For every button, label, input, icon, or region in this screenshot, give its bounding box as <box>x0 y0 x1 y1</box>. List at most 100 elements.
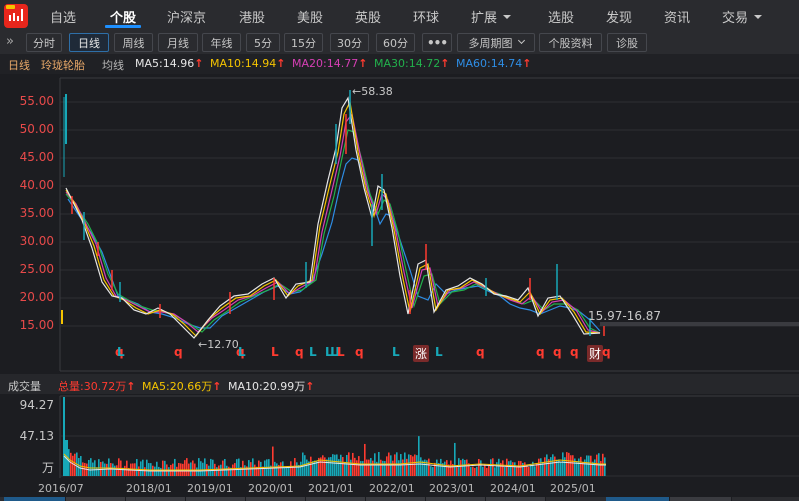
period-button-3[interactable]: 月线 <box>158 33 198 52</box>
event-marker[interactable]: q <box>602 345 611 359</box>
event-marker[interactable]: q <box>476 345 485 359</box>
stock-name: 玲珑轮胎 <box>41 59 85 72</box>
time-axis: 2016/07 2018/01 2019/01 2020/01 2021/01 2022/… <box>0 480 799 497</box>
event-marker[interactable]: L <box>337 345 345 359</box>
candlestick-chart[interactable]: 55.00 50.00 45.00 40.00 35.00 30.00 25.00 20.00… <box>0 74 799 374</box>
event-marker[interactable]: q <box>236 345 245 359</box>
time-tick: 2019/01 <box>187 482 233 495</box>
volume-ma5: MA5:20.66万↑ <box>142 380 222 393</box>
dropdown-caret-icon <box>754 14 763 19</box>
nav-tab-1[interactable]: 个股 <box>110 11 137 26</box>
event-marker[interactable]: q <box>295 345 304 359</box>
time-tick: 2016/07 <box>38 482 84 495</box>
volume-ma10: MA10:20.99万↑ <box>228 380 315 393</box>
event-marker[interactable]: q <box>570 345 579 359</box>
nav-tab-10[interactable]: 资讯 <box>664 11 691 26</box>
period-button-9[interactable]: ••• <box>422 33 452 52</box>
price-tick: 40.00 <box>19 178 54 192</box>
dropdown-caret-icon <box>503 14 512 19</box>
time-tick: 2024/01 <box>490 482 536 495</box>
price-tick: 25.00 <box>19 262 54 276</box>
up-arrow-icon: ↑ <box>276 57 286 70</box>
price-tick: 15.00 <box>19 318 54 332</box>
ma-value-2: MA20:14.77↑ <box>292 57 368 70</box>
volume-tick-mid: 47.13 <box>19 429 54 443</box>
nav-tab-4[interactable]: 美股 <box>297 11 324 26</box>
event-marker[interactable]: L <box>271 345 279 359</box>
event-marker[interactable]: q <box>553 345 562 359</box>
nav-tab-3[interactable]: 港股 <box>239 11 266 26</box>
event-badge[interactable]: 财 <box>587 345 604 362</box>
price-tick: 50.00 <box>19 122 54 136</box>
time-tick: 2025/01 <box>550 482 596 495</box>
nav-tab-9[interactable]: 发现 <box>606 11 633 26</box>
event-marker[interactable]: L <box>392 345 400 359</box>
up-arrow-icon: ↑ <box>358 57 368 70</box>
event-marker[interactable]: q <box>355 345 364 359</box>
price-plot[interactable]: ←58.38 ←12.70 15.97-16.87 <box>0 74 799 374</box>
event-marker[interactable]: L <box>309 345 317 359</box>
price-tick: 20.00 <box>19 290 54 304</box>
price-tick: 30.00 <box>19 234 54 248</box>
time-tick: 2020/01 <box>248 482 294 495</box>
up-arrow-icon: ↑ <box>194 57 204 70</box>
volume-tick-unit: 万 <box>41 461 54 475</box>
nav-tab-6[interactable]: 环球 <box>413 11 440 26</box>
period-button-8[interactable]: 60分 <box>376 33 415 52</box>
event-marker[interactable]: q <box>115 345 124 359</box>
time-tick: 2023/01 <box>429 482 475 495</box>
period-label: 日线 <box>8 59 30 72</box>
price-tick: 35.00 <box>19 206 54 220</box>
timeline-scrollbar[interactable] <box>0 497 799 501</box>
volume-axis: 94.27 47.13 万 <box>0 394 58 484</box>
chevron-down-icon <box>517 36 525 45</box>
volume-chart[interactable] <box>0 394 799 480</box>
period-button-2[interactable]: 周线 <box>114 33 153 52</box>
event-marker[interactable]: L <box>238 345 246 359</box>
volume-title: 成交量 <box>8 380 41 393</box>
time-tick: 2022/01 <box>369 482 415 495</box>
price-tick: 55.00 <box>19 94 54 108</box>
ma-value-1: MA10:14.94↑ <box>210 57 286 70</box>
event-marker[interactable]: Ш <box>325 345 340 359</box>
volume-tick-max: 94.27 <box>19 398 54 412</box>
ma-label[interactable]: 均线 <box>102 59 124 72</box>
nav-tab-0[interactable]: 自选 <box>50 11 77 26</box>
nav-tab-2[interactable]: 沪深京 <box>167 11 207 26</box>
up-arrow-icon: ↑ <box>522 57 532 70</box>
expand-toolbar-icon[interactable]: » <box>6 34 14 49</box>
ma-value-4: MA60:14.74↑ <box>456 57 532 70</box>
nav-tab-5[interactable]: 英股 <box>355 11 382 26</box>
period-button-11[interactable]: 个股资料 <box>539 33 602 52</box>
period-button-5[interactable]: 5分 <box>246 33 280 52</box>
event-marker[interactable]: L <box>435 345 443 359</box>
period-button-0[interactable]: 分时 <box>26 33 62 52</box>
price-tick: 45.00 <box>19 150 54 164</box>
period-button-10[interactable]: 多周期图 <box>457 33 535 52</box>
candlestick-app-logo-icon[interactable] <box>4 4 28 28</box>
top-navigation: 自选 个股 沪深京 港股 美股 英股 环球 扩展 选股 发现 资讯 交易 <box>0 0 799 32</box>
indicator-info-bar: 日线 玲珑轮胎 均线 MA5:14.96↑ MA10:14.94↑ MA20:14.… <box>0 54 799 74</box>
period-button-4[interactable]: 年线 <box>202 33 241 52</box>
period-button-1[interactable]: 日线 <box>69 33 109 52</box>
active-tab-underline <box>105 25 141 28</box>
period-button-6[interactable]: 15分 <box>284 33 323 52</box>
event-badge[interactable]: 涨 <box>413 345 430 362</box>
low-price-annotation: ←12.70 <box>198 338 239 351</box>
ma-value-0: MA5:14.96↑ <box>135 57 204 70</box>
period-button-7[interactable]: 30分 <box>330 33 369 52</box>
event-marker[interactable]: q <box>174 345 183 359</box>
nav-tab-11[interactable]: 交易 <box>722 7 763 26</box>
event-marker[interactable]: L <box>117 345 125 359</box>
period-button-12[interactable]: 诊股 <box>607 33 647 52</box>
time-tick: 2018/01 <box>126 482 172 495</box>
time-tick: 2021/01 <box>308 482 354 495</box>
nav-tab-7[interactable]: 扩展 <box>471 7 512 26</box>
nav-tab-8[interactable]: 选股 <box>548 11 575 26</box>
up-arrow-icon: ↑ <box>440 57 450 70</box>
volume-info-bar: 成交量 总量:30.72万↑ MA5:20.66万↑ MA10:20.99万↑ <box>0 374 799 394</box>
period-toolbar: » 分时 日线 周线 月线 年线 5分 15分 30分 60分 ••• 多周期图 个股资料 诊股 <box>0 32 799 54</box>
event-marker[interactable]: q <box>536 345 545 359</box>
high-price-annotation: ←58.38 <box>352 85 393 98</box>
